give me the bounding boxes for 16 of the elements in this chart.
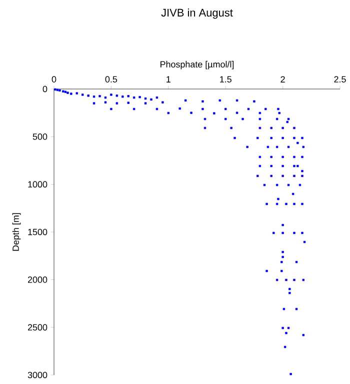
y-tick-label: 500 [32,133,48,140]
x-tick-label: 0 [52,76,56,82]
y-tick-label: 2000 [28,276,48,283]
x-tick-label: 1.5 [220,76,232,82]
y-tick-label: 3000 [28,372,48,378]
y-axis-title: Depth [m] [12,213,21,251]
y-tick-label: 1500 [28,228,48,236]
chart-title: JIVB in August [161,8,233,19]
x-tick-label: 0.5 [105,76,118,82]
y-tick-label: 1000 [28,181,48,188]
x-tick-label: 2.5 [334,76,346,82]
x-axis-title: Phosphate [µmol/l] [160,60,234,70]
y-tick-label: 0 [42,86,48,92]
y-tick-label: 2500 [28,324,48,331]
x-tick-label: 2 [280,76,285,82]
x-tick-label: 1 [166,76,170,82]
